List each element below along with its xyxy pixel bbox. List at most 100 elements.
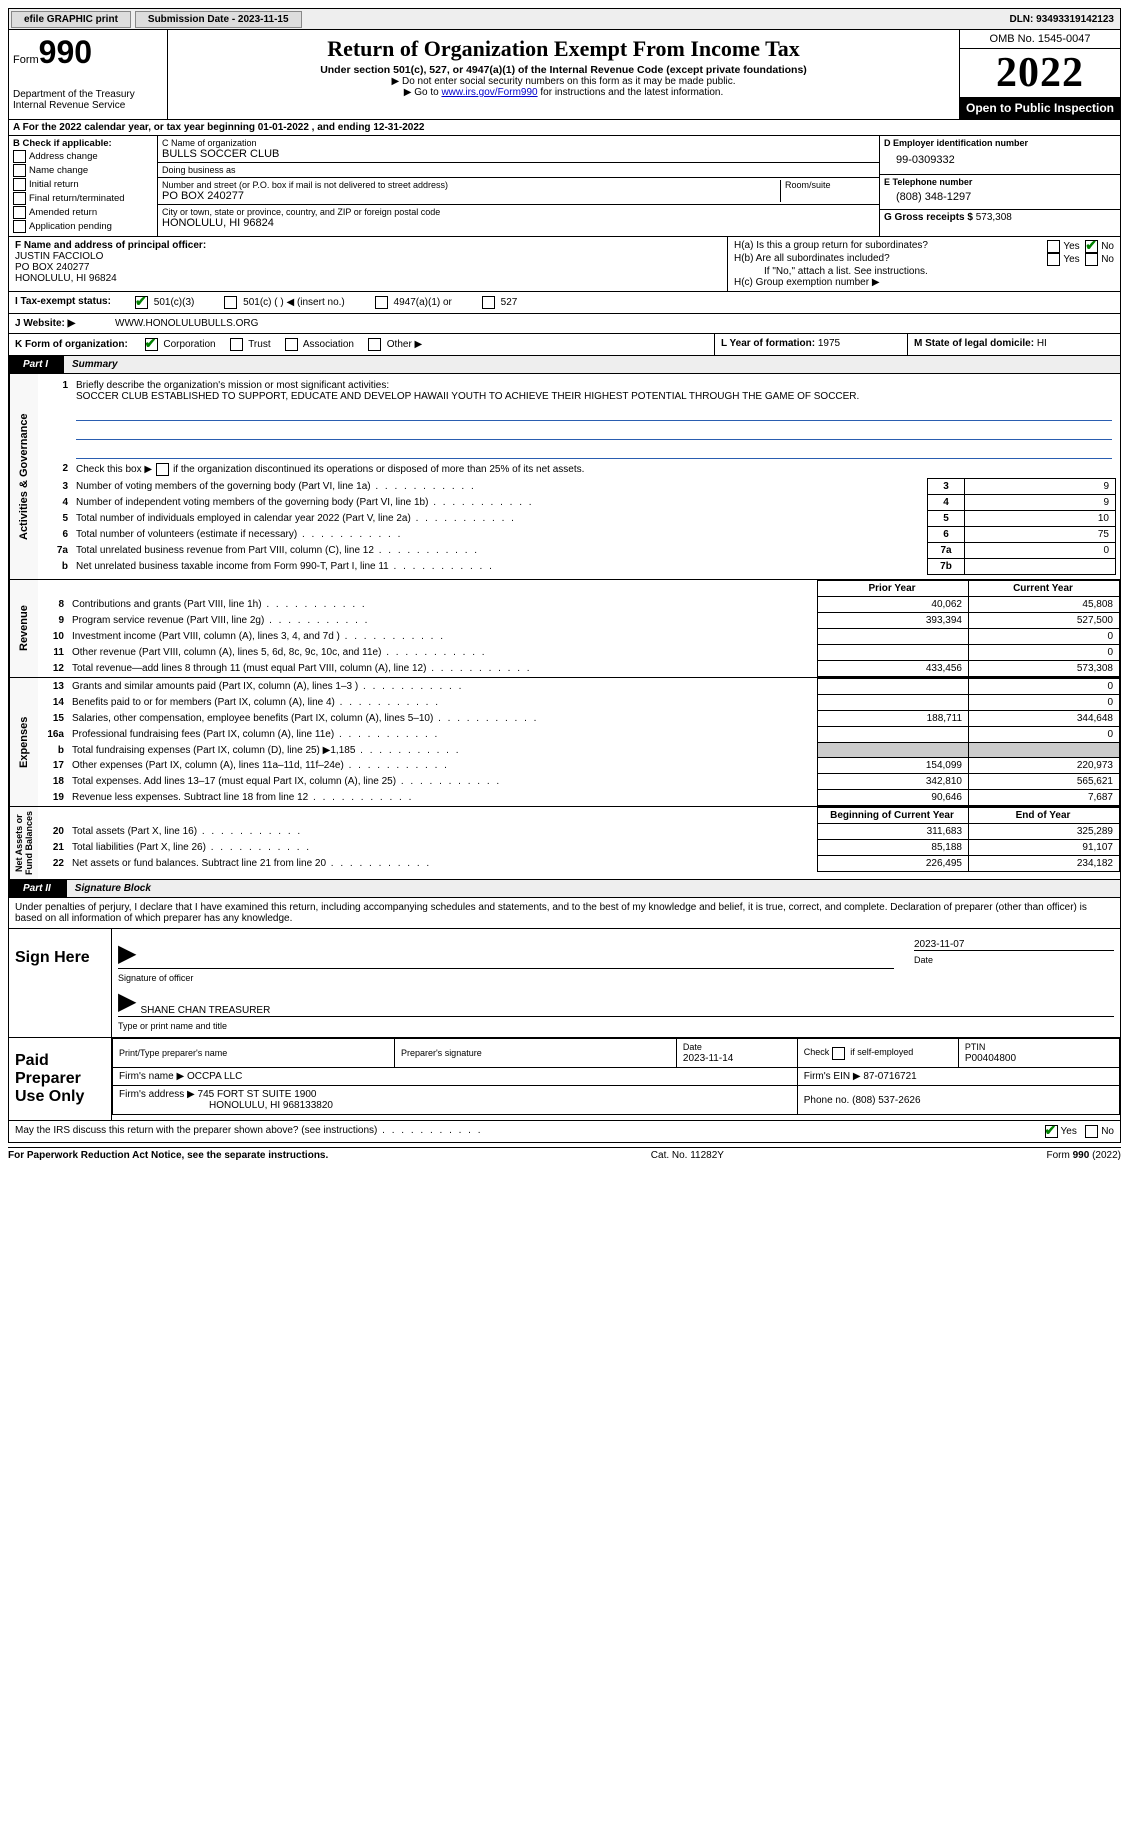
i-label: I Tax-exempt status:: [15, 296, 135, 309]
revenue-row: 11Other revenue (Part VIII, column (A), …: [38, 645, 1120, 661]
addr-value: PO BOX 240277: [162, 190, 776, 202]
officer-addr1: PO BOX 240277: [15, 262, 721, 273]
ein-value: 99-0309332: [884, 148, 1116, 172]
b-check-item[interactable]: Final return/terminated: [13, 192, 153, 205]
gross-receipts-value: 573,308: [976, 212, 1012, 223]
website-value: WWW.HONOLULUBULLS.ORG: [115, 318, 258, 329]
footer-mid: Cat. No. 11282Y: [651, 1150, 724, 1161]
declaration-text: Under penalties of perjury, I declare th…: [8, 898, 1121, 929]
ha-label: H(a) Is this a group return for subordin…: [734, 240, 1047, 253]
subtitle-2: ▶ Do not enter social security numbers o…: [172, 76, 955, 87]
k-opt[interactable]: Trust: [230, 339, 271, 350]
revenue-row: 12Total revenue—add lines 8 through 11 (…: [38, 661, 1120, 677]
dept-text: Department of the Treasury Internal Reve…: [13, 89, 163, 111]
footer-left: For Paperwork Reduction Act Notice, see …: [8, 1150, 328, 1161]
expenses-sidebar: Expenses: [9, 678, 38, 806]
part1-title: Summary: [62, 356, 1120, 373]
c-name-label: C Name of organization: [162, 138, 875, 148]
hb-note: If "No," attach a list. See instructions…: [734, 266, 1114, 277]
city-value: HONOLULU, HI 96824: [162, 217, 875, 229]
sig-arrow-icon-2: ▶: [118, 987, 136, 1016]
m-label: M State of legal domicile:: [914, 338, 1037, 349]
b-check-item[interactable]: Initial return: [13, 178, 153, 191]
summary-row: 4Number of independent voting members of…: [42, 495, 1116, 511]
officer-sig-label: Signature of officer: [118, 973, 894, 983]
ha-no-checkbox[interactable]: [1085, 240, 1098, 253]
org-name: BULLS SOCCER CLUB: [162, 148, 875, 160]
b-check-item[interactable]: Name change: [13, 164, 153, 177]
year-formation: 1975: [818, 338, 840, 349]
omb-text: OMB No. 1545-0047: [960, 30, 1120, 49]
part1-tag: Part I: [9, 356, 62, 373]
form-title: Return of Organization Exempt From Incom…: [172, 36, 955, 62]
b-check-item[interactable]: Amended return: [13, 206, 153, 219]
form-number-block: Form990 Department of the Treasury Inter…: [9, 30, 168, 119]
officer-addr2: HONOLULU, HI 96824: [15, 273, 721, 284]
revenue-sidebar: Revenue: [9, 580, 38, 677]
may-irs-text: May the IRS discuss this return with the…: [15, 1125, 1045, 1138]
phone-value: (808) 348-1297: [884, 187, 1116, 207]
k-opt[interactable]: Association: [285, 339, 354, 350]
i-opt[interactable]: 501(c) ( ) ◀ (insert no.): [224, 297, 344, 308]
k-opt[interactable]: Corporation: [145, 339, 216, 350]
d-ein-label: D Employer identification number: [884, 138, 1116, 148]
governance-sidebar: Activities & Governance: [9, 374, 38, 579]
revenue-row: 8Contributions and grants (Part VIII, li…: [38, 597, 1120, 613]
expense-row: 18Total expenses. Add lines 13–17 (must …: [38, 774, 1120, 790]
expense-row: 14Benefits paid to or for members (Part …: [38, 695, 1120, 711]
f-label: F Name and address of principal officer:: [15, 240, 721, 251]
expense-row: 16aProfessional fundraising fees (Part I…: [38, 727, 1120, 743]
submission-date-button[interactable]: Submission Date - 2023-11-15: [135, 11, 302, 28]
revenue-row: 10Investment income (Part VIII, column (…: [38, 629, 1120, 645]
hc-label: H(c) Group exemption number ▶: [734, 277, 1114, 288]
k-opt[interactable]: Other ▶: [368, 339, 422, 350]
i-opt[interactable]: 4947(a)(1) or: [375, 297, 452, 308]
expense-row: 17Other expenses (Part IX, column (A), l…: [38, 758, 1120, 774]
line2-checkbox[interactable]: [156, 463, 169, 476]
date-label: Date: [914, 955, 1114, 965]
netasset-row: 21Total liabilities (Part X, line 26)85,…: [38, 840, 1120, 856]
efile-print-button[interactable]: efile GRAPHIC print: [11, 11, 131, 28]
open-public-badge: Open to Public Inspection: [960, 97, 1120, 119]
city-label: City or town, state or province, country…: [162, 207, 875, 217]
j-label: J Website: ▶: [15, 318, 115, 329]
summary-row: 7aTotal unrelated business revenue from …: [42, 543, 1116, 559]
subtitle-3: ▶ Go to www.irs.gov/Form990 for instruct…: [172, 87, 955, 98]
e-phone-label: E Telephone number: [884, 177, 1116, 187]
firm-addr: 745 FORT ST SUITE 1900: [198, 1089, 317, 1100]
hb-no-checkbox[interactable]: [1085, 253, 1098, 266]
prep-sig-label: Preparer's signature: [401, 1048, 670, 1058]
summary-row: 3Number of voting members of the governi…: [42, 479, 1116, 495]
ptin-value: P00404800: [965, 1053, 1016, 1064]
sign-here-label: Sign Here: [9, 929, 112, 1037]
summary-row: 5Total number of individuals employed in…: [42, 511, 1116, 527]
i-opt[interactable]: 527: [482, 297, 517, 308]
may-irs-no-checkbox[interactable]: [1085, 1125, 1098, 1138]
firm-ein: 87-0716721: [863, 1071, 916, 1082]
ha-yes-checkbox[interactable]: [1047, 240, 1060, 253]
subtitle-1: Under section 501(c), 527, or 4947(a)(1)…: [172, 64, 955, 76]
b-label: B Check if applicable:: [13, 138, 153, 149]
summary-row: 6Total number of volunteers (estimate if…: [42, 527, 1116, 543]
line-a-calendar-year: A For the 2022 calendar year, or tax yea…: [8, 120, 1121, 136]
i-opt[interactable]: 501(c)(3): [135, 297, 194, 308]
netasset-row: 20Total assets (Part X, line 16)311,6833…: [38, 824, 1120, 840]
room-label: Room/suite: [785, 180, 875, 190]
l-label: L Year of formation:: [721, 338, 818, 349]
b-check-item[interactable]: Address change: [13, 150, 153, 163]
prep-print-label: Print/Type preparer's name: [119, 1048, 388, 1058]
netassets-sidebar: Net Assets or Fund Balances: [9, 807, 38, 879]
self-employed-checkbox[interactable]: [832, 1047, 845, 1060]
tax-year: 2022: [960, 49, 1120, 97]
netasset-row: 22Net assets or fund balances. Subtract …: [38, 856, 1120, 872]
hb-yes-checkbox[interactable]: [1047, 253, 1060, 266]
b-check-item[interactable]: Application pending: [13, 220, 153, 233]
officer-name: JUSTIN FACCIOLO: [15, 251, 721, 262]
may-irs-yes-checkbox[interactable]: [1045, 1125, 1058, 1138]
paid-preparer-label: Paid Preparer Use Only: [9, 1038, 112, 1120]
line1-label: Briefly describe the organization's miss…: [76, 380, 389, 391]
officer-sig-date: 2023-11-07: [914, 939, 964, 950]
expense-row: 13Grants and similar amounts paid (Part …: [38, 679, 1120, 695]
dln-text: DLN: 93493319142123: [1009, 14, 1120, 25]
irs-link[interactable]: www.irs.gov/Form990: [441, 87, 537, 98]
